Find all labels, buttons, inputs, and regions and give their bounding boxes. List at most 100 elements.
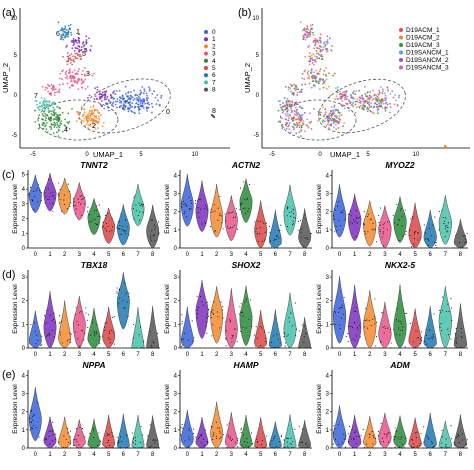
jitter-point xyxy=(53,198,55,200)
panel-b-x-tick: -5 xyxy=(269,152,275,158)
jitter-point xyxy=(213,432,215,434)
umap-point-b xyxy=(293,113,296,115)
jitter-point xyxy=(37,184,39,186)
umap-point-a xyxy=(69,57,71,60)
jitter-point xyxy=(239,205,241,207)
panel-b-y-tick: 10 xyxy=(252,16,259,22)
umap-point-a xyxy=(67,122,70,124)
violin-cluster-1 xyxy=(195,180,209,232)
jitter-point xyxy=(119,228,121,230)
jitter-point xyxy=(332,443,334,445)
umap-point-b xyxy=(291,92,294,95)
jitter-point xyxy=(462,439,464,441)
violin-cluster-4 xyxy=(87,418,101,449)
umap-point-b xyxy=(306,118,309,121)
jitter-point xyxy=(372,222,374,224)
umap-point-b xyxy=(314,39,317,42)
jitter-point xyxy=(125,230,127,232)
umap-point-a xyxy=(58,126,61,129)
jitter-point xyxy=(362,428,364,431)
umap-point-b xyxy=(314,58,317,61)
umap-point-b xyxy=(309,55,311,58)
jitter-point xyxy=(33,208,35,210)
jitter-point xyxy=(303,341,305,343)
umap-point-b xyxy=(281,127,283,130)
jitter-point xyxy=(204,204,207,206)
jitter-point xyxy=(271,246,273,248)
umap-point-a xyxy=(68,127,71,130)
umap-point-b xyxy=(348,109,350,112)
umap-point-a xyxy=(136,97,138,99)
umap-point-a xyxy=(87,97,89,99)
jitter-point xyxy=(41,347,43,349)
jitter-point xyxy=(333,425,335,427)
umap-point-b xyxy=(344,96,347,98)
umap-point-b xyxy=(298,131,301,134)
jitter-point xyxy=(205,321,208,323)
umap-point-a xyxy=(138,112,141,115)
jitter-point xyxy=(232,447,234,449)
cluster-label: 7 xyxy=(34,93,38,100)
umap-point-a xyxy=(50,123,53,125)
jitter-point xyxy=(197,438,199,440)
jitter-point xyxy=(431,442,433,444)
umap-point-a xyxy=(42,114,45,117)
legend-label: 2 xyxy=(212,43,216,50)
umap-point-a xyxy=(41,85,44,88)
panel-b-letter: (b) xyxy=(238,7,251,19)
umap-point-a xyxy=(72,75,74,78)
umap-point-b xyxy=(311,23,314,26)
legend-swatch xyxy=(204,66,208,70)
jitter-point xyxy=(426,343,428,345)
umap-point-a xyxy=(44,115,47,118)
jitter-point xyxy=(81,214,83,216)
umap-point-a xyxy=(67,24,70,27)
jitter-point xyxy=(229,436,232,438)
jitter-point xyxy=(231,335,233,337)
jitter-point xyxy=(392,214,394,217)
jitter-point xyxy=(149,446,151,448)
umap-point-b xyxy=(292,94,295,96)
jitter-point xyxy=(180,434,182,436)
jitter-point xyxy=(402,309,405,311)
gene-title: SHOX2 xyxy=(232,260,261,270)
jitter-point xyxy=(77,198,79,200)
jitter-point xyxy=(158,221,160,223)
umap-point-b xyxy=(322,46,325,48)
violin-cluster-4 xyxy=(239,285,253,346)
jitter-point xyxy=(52,191,54,193)
jitter-point xyxy=(235,213,237,215)
jitter-point xyxy=(251,443,253,445)
umap-point-b xyxy=(376,106,378,109)
umap-point-a xyxy=(88,37,90,40)
umap-point-b xyxy=(310,127,313,130)
jitter-point xyxy=(419,342,421,344)
umap-point-a xyxy=(70,40,73,43)
umap-point-a xyxy=(69,23,72,26)
jitter-point xyxy=(113,331,115,333)
jitter-point xyxy=(372,435,374,437)
x-tick-label: 5 xyxy=(107,452,111,458)
umap-point-b xyxy=(307,28,310,31)
umap-point-a xyxy=(56,113,58,116)
umap-point-a xyxy=(122,103,125,105)
umap-point-b xyxy=(289,83,292,86)
jitter-point xyxy=(358,216,360,219)
umap-point-b xyxy=(308,82,311,85)
jitter-point xyxy=(222,434,224,436)
jitter-point xyxy=(76,447,78,449)
umap-point-b xyxy=(389,106,392,108)
jitter-point xyxy=(305,333,307,335)
jitter-point xyxy=(58,322,60,324)
jitter-point xyxy=(286,335,288,337)
umap-point-a xyxy=(80,82,83,85)
jitter-point xyxy=(257,220,259,222)
umap-point-a xyxy=(93,98,96,101)
umap-point-b xyxy=(309,24,312,27)
jitter-point xyxy=(67,432,69,434)
